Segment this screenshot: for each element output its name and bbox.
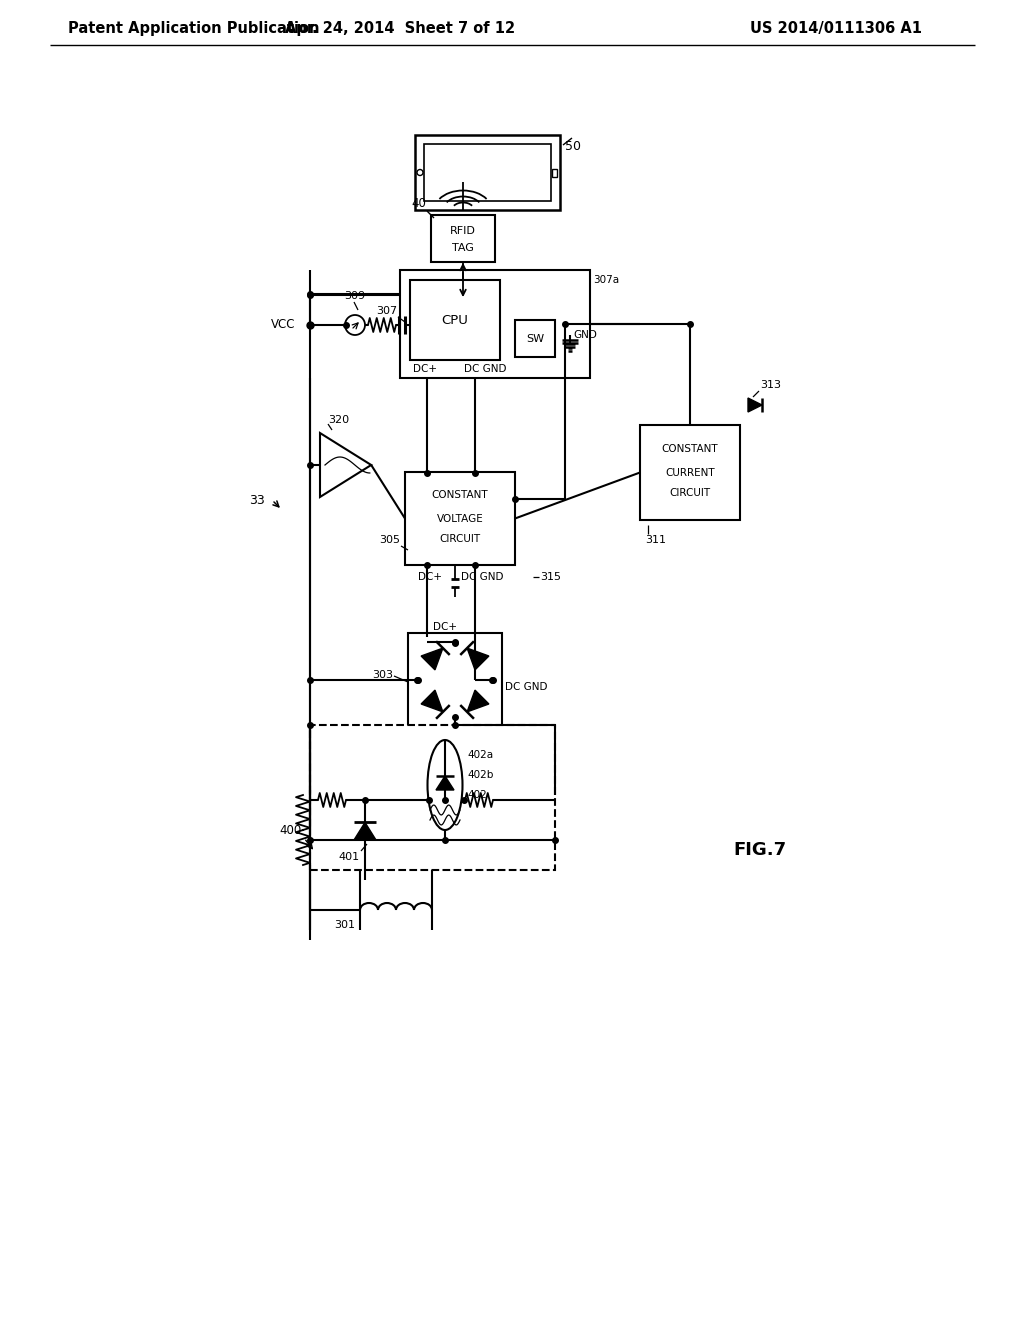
Ellipse shape <box>427 741 463 830</box>
Text: 402a: 402a <box>467 750 494 760</box>
Bar <box>415 135 560 210</box>
Text: 33: 33 <box>249 494 265 507</box>
Text: DC GND: DC GND <box>464 364 506 374</box>
Text: 303: 303 <box>372 671 393 680</box>
Text: FIG.7: FIG.7 <box>733 841 786 859</box>
Text: DC GND: DC GND <box>461 572 503 582</box>
Text: VCC: VCC <box>270 318 295 331</box>
Text: CONSTANT: CONSTANT <box>432 490 488 500</box>
Polygon shape <box>319 433 371 498</box>
Text: DC GND: DC GND <box>505 682 548 692</box>
Text: DC+: DC+ <box>413 364 437 374</box>
Text: US 2014/0111306 A1: US 2014/0111306 A1 <box>750 21 922 36</box>
Text: RFID: RFID <box>451 227 476 236</box>
Text: 50: 50 <box>565 140 581 153</box>
Bar <box>406 473 515 565</box>
Text: CURRENT: CURRENT <box>666 467 715 478</box>
Polygon shape <box>421 648 443 669</box>
Bar <box>552 169 557 177</box>
Text: GND: GND <box>573 330 597 341</box>
Polygon shape <box>467 690 488 711</box>
Text: SW: SW <box>526 334 544 343</box>
Text: Apr. 24, 2014  Sheet 7 of 12: Apr. 24, 2014 Sheet 7 of 12 <box>285 21 515 36</box>
Bar <box>424 144 551 201</box>
Text: 401: 401 <box>339 851 360 862</box>
Bar <box>400 271 590 378</box>
Bar <box>410 280 500 360</box>
Text: CONSTANT: CONSTANT <box>662 444 718 454</box>
Polygon shape <box>354 822 376 840</box>
Bar <box>310 725 555 870</box>
Text: CIRCUIT: CIRCUIT <box>670 488 711 499</box>
Text: 315: 315 <box>540 572 561 582</box>
Bar <box>408 634 502 727</box>
Text: 313: 313 <box>760 380 781 389</box>
Polygon shape <box>748 399 762 412</box>
Polygon shape <box>467 648 488 669</box>
Text: VOLTAGE: VOLTAGE <box>436 513 483 524</box>
Text: 402b: 402b <box>467 770 494 780</box>
Bar <box>515 319 555 356</box>
Text: 311: 311 <box>645 535 666 545</box>
Text: Patent Application Publication: Patent Application Publication <box>68 21 319 36</box>
Text: 402: 402 <box>467 789 486 800</box>
Text: CPU: CPU <box>441 314 468 326</box>
Text: 40: 40 <box>411 197 426 210</box>
Circle shape <box>417 169 423 176</box>
Bar <box>640 425 740 520</box>
Text: CIRCUIT: CIRCUIT <box>439 535 480 544</box>
Polygon shape <box>436 776 454 789</box>
Text: DC+: DC+ <box>433 622 457 632</box>
Polygon shape <box>421 690 443 711</box>
Text: 320: 320 <box>328 414 349 425</box>
Text: 307: 307 <box>376 306 397 315</box>
Text: 400: 400 <box>280 824 302 837</box>
Text: 305: 305 <box>379 535 400 545</box>
Text: 301: 301 <box>334 920 355 931</box>
Text: 307a: 307a <box>593 275 620 285</box>
Bar <box>431 215 495 261</box>
Text: DC+: DC+ <box>418 572 442 582</box>
Text: 309: 309 <box>344 290 366 301</box>
Text: TAG: TAG <box>452 243 474 253</box>
Circle shape <box>345 315 365 335</box>
